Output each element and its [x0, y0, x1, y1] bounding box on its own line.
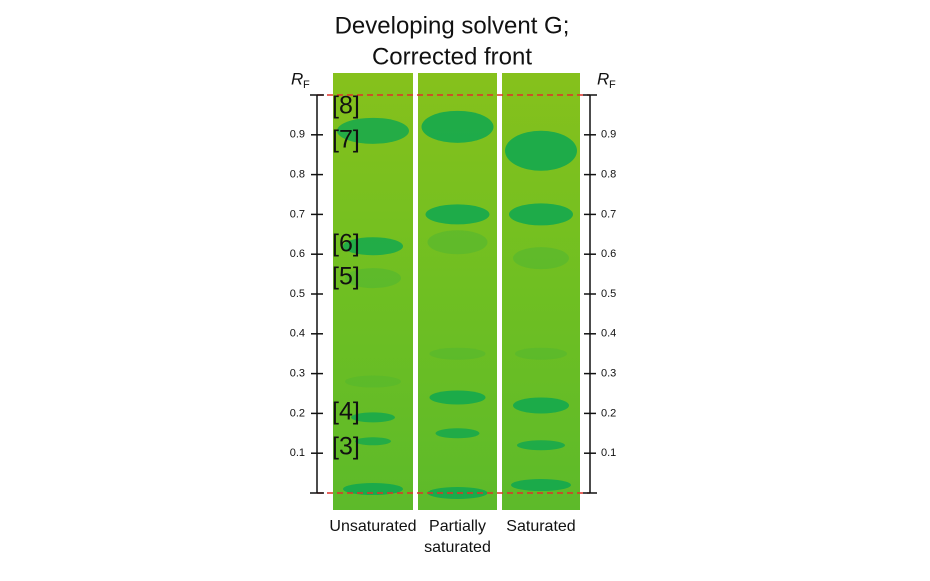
spot: [429, 390, 486, 405]
spot: [509, 203, 573, 226]
tick-label: 0.5: [290, 288, 305, 300]
tick-label: 0.7: [601, 208, 616, 220]
band-label: [8]: [332, 92, 360, 120]
spot: [345, 375, 401, 388]
spot: [435, 428, 480, 439]
lane-label: Partially: [429, 518, 486, 535]
band-label: [4]: [332, 398, 360, 426]
axes: [310, 94, 597, 494]
plate: [333, 73, 413, 510]
lane-label: Unsaturated: [329, 518, 416, 535]
tick-label: 0.7: [290, 208, 305, 220]
title-line: Developing solvent G;: [335, 12, 570, 39]
rf-label-sub: F: [609, 79, 616, 91]
tick-label: 0.6: [290, 248, 305, 260]
spot: [505, 130, 577, 171]
lane-label: saturated: [424, 539, 491, 556]
tick-label: 0.8: [601, 169, 616, 181]
band-label: [5]: [332, 263, 360, 291]
band-label: [3]: [332, 433, 360, 461]
rf-label: R: [291, 69, 303, 88]
spot: [425, 204, 490, 225]
tick-label: 0.9: [290, 129, 305, 141]
spot: [515, 347, 567, 360]
tick-label: 0.2: [601, 407, 616, 419]
spot: [345, 268, 401, 289]
tick-label: 0.4: [601, 328, 616, 340]
tick-label: 0.2: [290, 407, 305, 419]
tick-label: 0.5: [601, 288, 616, 300]
spot: [421, 110, 494, 143]
spot: [337, 117, 409, 144]
tick-label: 0.9: [601, 129, 616, 141]
spot: [355, 437, 391, 446]
lane-label: Saturated: [506, 518, 575, 535]
title-line: Corrected front: [372, 43, 532, 70]
spot: [427, 230, 488, 255]
band-label: [6]: [332, 230, 360, 258]
band-label: [7]: [332, 126, 360, 154]
rf-label: R: [597, 69, 609, 88]
spot: [343, 483, 403, 496]
tick-label: 0.4: [290, 328, 305, 340]
plates: [333, 73, 580, 510]
tick-label: 0.3: [290, 368, 305, 380]
spot: [511, 479, 571, 492]
spot: [517, 440, 565, 451]
rf-label-sub: F: [303, 79, 310, 91]
tick-label: 0.6: [601, 248, 616, 260]
spot: [429, 347, 486, 360]
tick-label: 0.1: [601, 447, 616, 459]
spot: [513, 397, 569, 414]
tick-label: 0.3: [601, 368, 616, 380]
tick-label: 0.1: [290, 447, 305, 459]
tick-label: 0.8: [290, 169, 305, 181]
spot: [513, 247, 569, 270]
spot: [351, 412, 395, 423]
spot: [343, 237, 403, 256]
